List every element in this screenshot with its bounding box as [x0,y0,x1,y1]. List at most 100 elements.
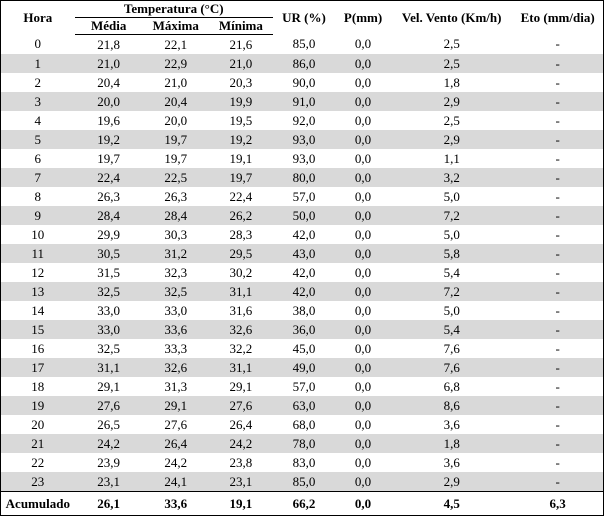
table-cell: Acumulado [0,491,75,516]
table-cell: 49,0 [272,358,336,377]
table-cell: - [555,226,560,242]
table-cell: 33,0 [97,302,121,318]
table-cell: 32,5 [74,282,143,301]
table-cell: 20,4 [97,74,121,90]
table-cell: 32,6 [208,320,273,339]
table-cell: 85,0 [272,472,336,492]
table-cell: 85,0 [292,36,316,52]
table-cell: 91,0 [272,92,336,111]
table-cell: 0,0 [354,150,372,166]
table-cell: 2,9 [391,92,513,111]
table-cell: 29,1 [97,378,121,394]
table-row: 12 31,5 32,3 30,2 42,0 0,0 5,4 - [1,263,604,282]
table-cell: 32,3 [164,264,188,280]
table-cell: 16 [31,340,45,356]
table-row: 3 20,0 20,4 19,9 91,0 0,0 2,9- [0,92,604,111]
table-cell: 19,2 [74,130,143,149]
table-cell: 23,1 [74,472,143,492]
table-cell: 29,5 [208,244,273,263]
table-cell: 19,7 [164,150,188,166]
table-cell: 21,0 [74,54,143,73]
header-cell: Mínima [208,17,273,35]
table-cell: 32,2 [229,340,253,356]
table-cell: 21,0 [164,74,188,90]
table-cell: - [512,92,604,111]
table-cell: 0 [34,36,42,52]
table-cell: - [512,168,604,187]
table-cell: 5,0 [443,226,460,242]
table-cell: 8 [34,188,42,204]
table-cell: 5,0 [443,188,460,204]
table-cell: 12 [31,264,45,280]
table-cell: 57,0 [292,378,316,394]
table-cell: 21 [0,434,75,453]
table-cell: 0,0 [354,36,372,52]
table-cell: 33,6 [142,320,209,339]
table-cell: 26,4 [229,416,253,432]
table-cell: 19,7 [208,168,273,187]
table-cell: 24,2 [164,454,188,470]
table-cell: 5,8 [391,244,513,263]
table-header: Hora Temperatura (°C) UR (%) P(mm) Vel. … [0,0,604,35]
table-cell: 0,0 [354,378,372,394]
table-row: 19 27,6 29,1 27,6 63,0 0,0 8,6- [0,396,604,415]
table-row: 14 33,0 33,0 31,6 38,0 0,0 5,0 - [1,301,604,320]
table-cell: 9 [0,206,75,225]
table-cell: 7,6 [391,358,513,377]
table-cell: 4 [34,112,42,128]
table-cell: 80,0 [272,168,336,187]
table-cell: 57,0 [292,188,316,204]
table-cell: 0,0 [354,454,372,470]
table-cell: 29,1 [142,396,209,415]
table-row: 6 19,7 19,7 19,1 93,0 0,0 1,1 - [1,149,604,168]
header-cell: Eto (mm/dia) [520,9,595,25]
table-row: 13 32,5 32,5 31,1 42,0 0,0 7,2- [0,282,604,301]
table-cell: 22,4 [229,188,253,204]
table-cell: 20,4 [142,92,209,111]
table-cell: 6 [34,150,42,166]
table-cell: 50,0 [272,206,336,225]
table-cell: 93,0 [272,130,336,149]
table-cell: 22,5 [142,168,209,187]
table-cell: 15 [0,320,75,339]
table-cell: 26,3 [164,188,188,204]
header-cell: Vel. Vento (Km/h) [401,9,502,25]
table-cell: - [512,434,604,453]
table-cell: 20,0 [164,112,188,128]
table-cell: 26,3 [97,188,121,204]
table-cell: 30,2 [229,264,253,280]
table-cell: - [512,472,604,492]
table-cell: 0,0 [335,472,392,492]
table-cell: - [512,396,604,415]
table-cell: 6,3 [512,491,604,516]
header-cell: Média [74,17,143,35]
table-cell: 1,8 [391,434,513,453]
table-cell: - [512,206,604,225]
table-cell: 42,0 [272,282,336,301]
table-cell: 19,6 [97,112,121,128]
table-cell: 22,1 [164,36,188,52]
table-cell: 78,0 [272,434,336,453]
table-cell: 21,8 [97,36,121,52]
table-cell: - [555,150,560,166]
table-cell: 30,3 [164,226,188,242]
table-cell: 3 [0,92,75,111]
table-cell: 4,5 [391,491,513,516]
table-cell: 2,5 [443,112,460,128]
table-row: Acumulado 26,1 33,6 19,1 66,2 0,0 4,5 6,3 [0,491,604,516]
table-cell: 23,9 [97,454,121,470]
table-cell: 19 [0,396,75,415]
table-cell: - [555,36,560,52]
table-cell: - [512,358,604,377]
table-cell: 63,0 [272,396,336,415]
table-cell: 19,7 [142,130,209,149]
table-cell: 2,9 [391,130,513,149]
table-row: 7 22,4 22,5 19,7 80,0 0,0 3,2- [0,168,604,187]
table-cell: 0,0 [335,491,392,516]
table-cell: 19,1 [208,491,273,516]
table-cell: 30,5 [74,244,143,263]
table-cell: 33,0 [164,302,188,318]
table-cell: 26,1 [74,491,143,516]
table-cell: 83,0 [292,454,316,470]
table-cell: 8,6 [391,396,513,415]
